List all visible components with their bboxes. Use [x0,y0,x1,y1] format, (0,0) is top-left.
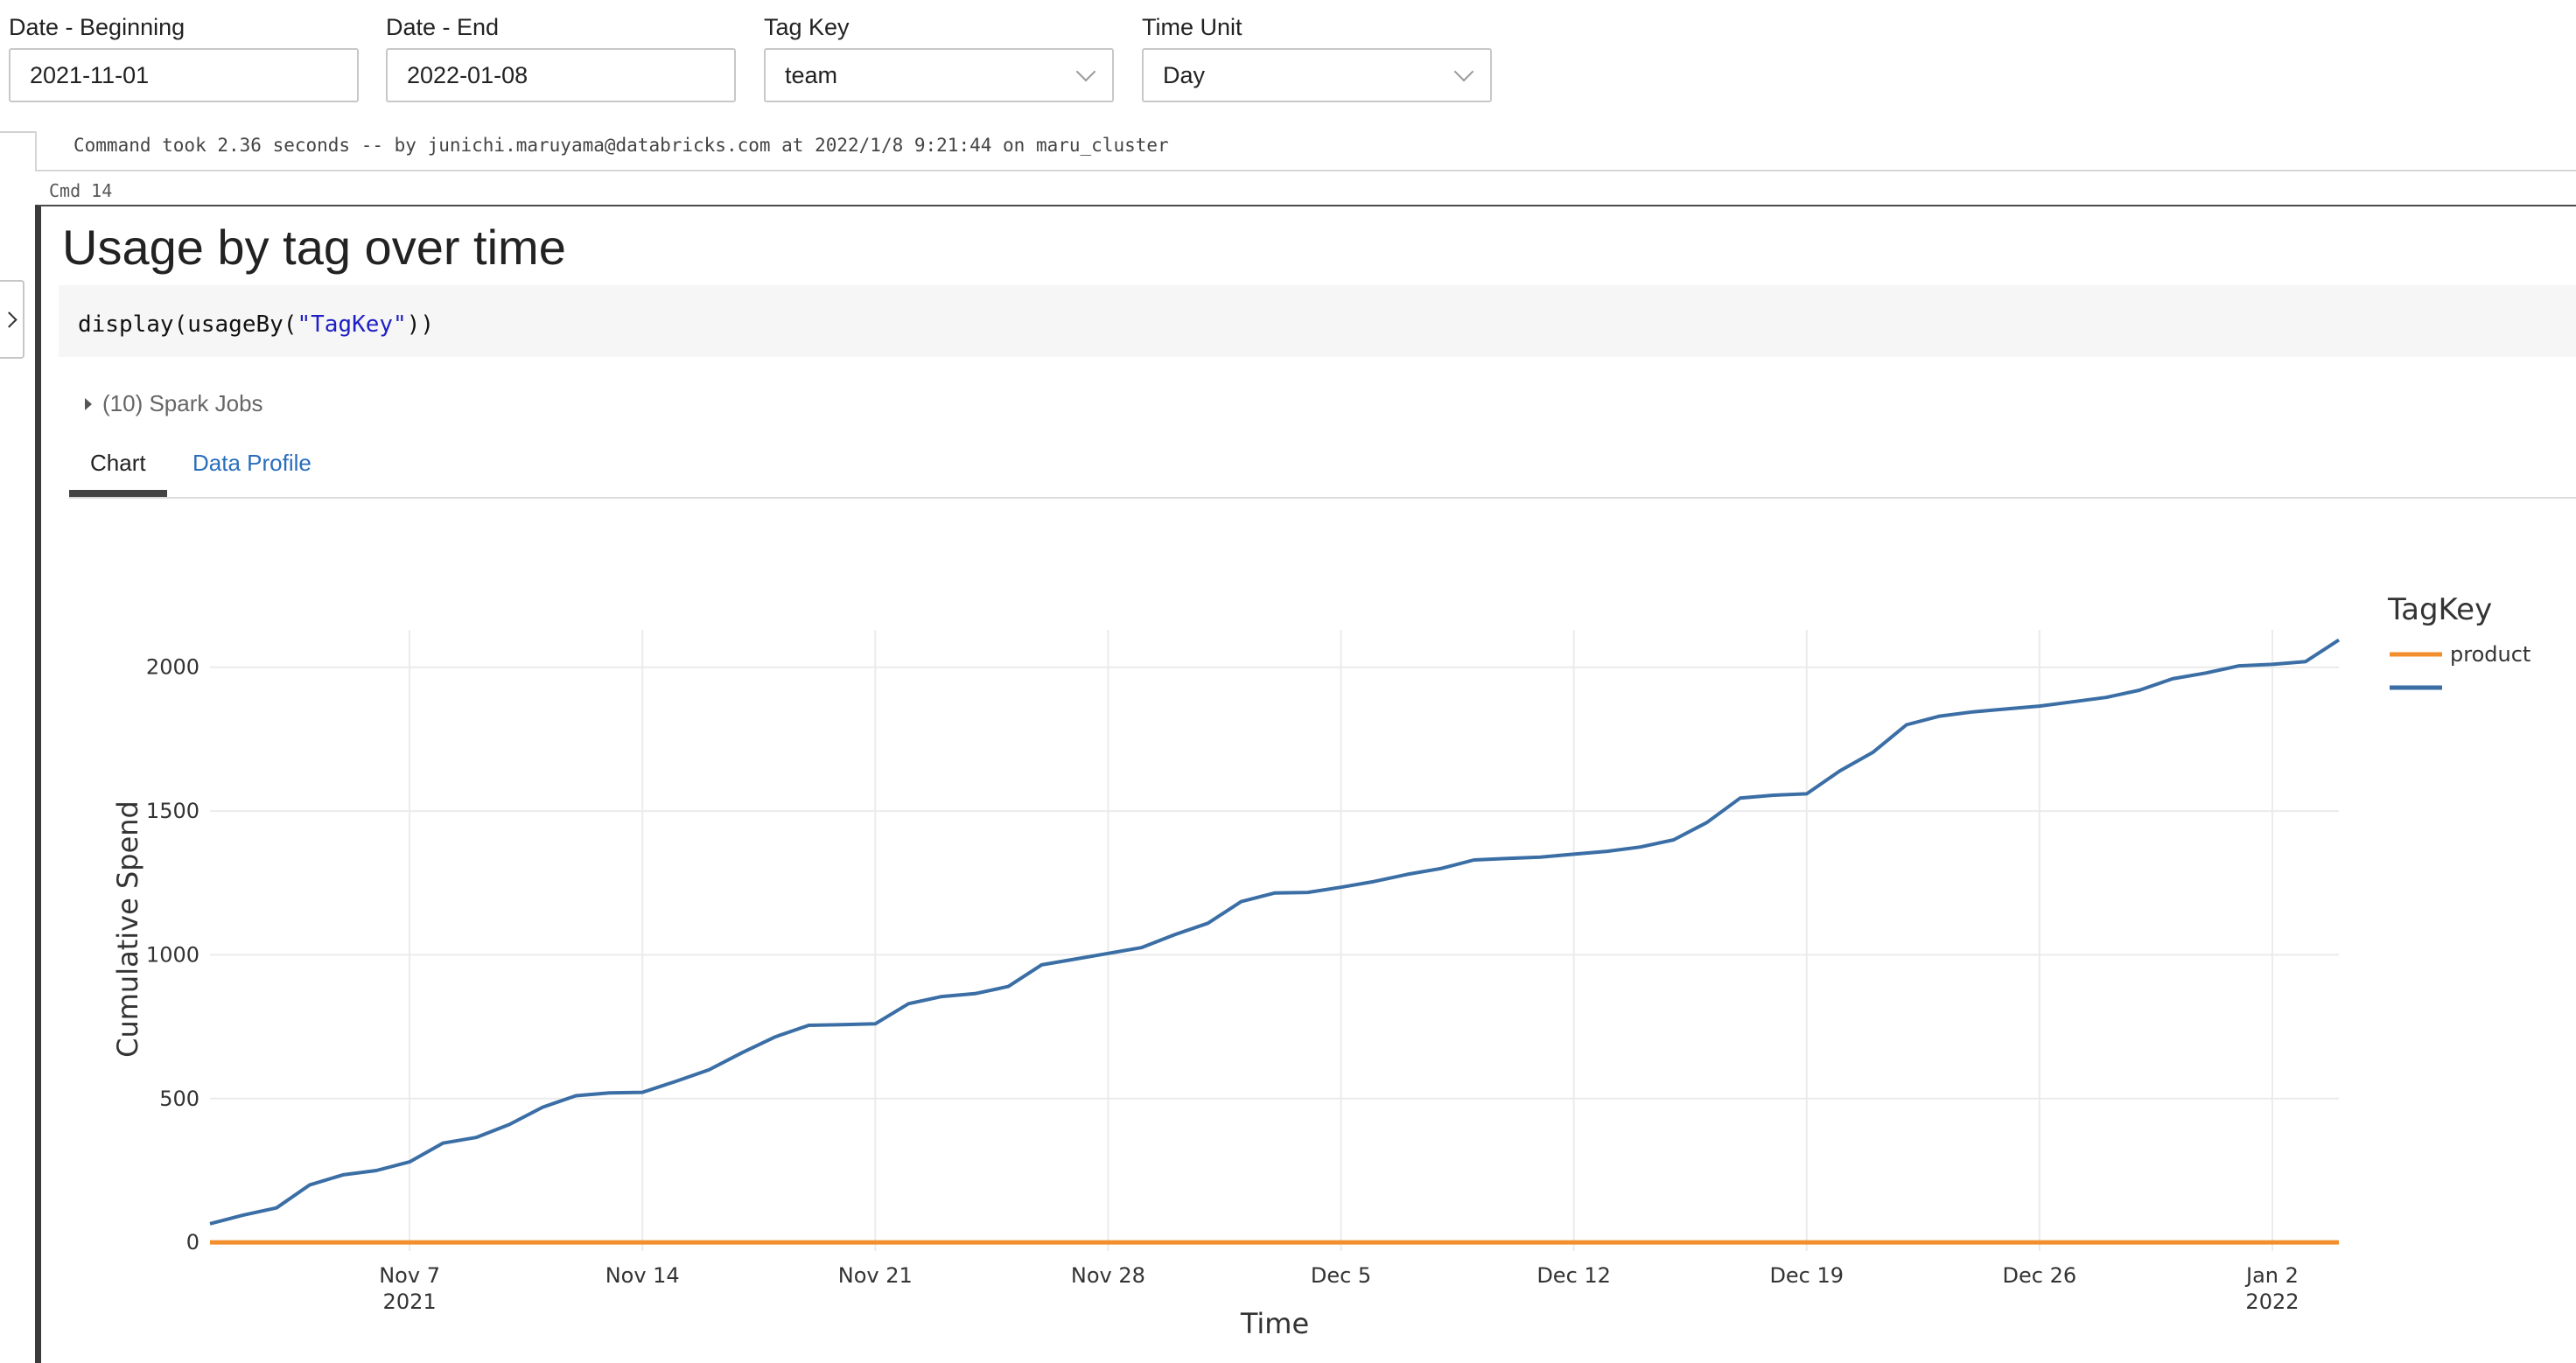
widget-value: team [785,61,838,88]
widget-label: Date - End [386,14,500,40]
widget-label: Tag Key [764,14,850,40]
cell-title: Usage by tag over time [62,220,566,275]
x-tick-label: Nov 14 [606,1263,680,1288]
tab-chart[interactable]: Chart [69,436,167,497]
spark-jobs-toggle[interactable]: (10) Spark Jobs [85,390,263,417]
x-tick-label: Nov 7 [379,1263,440,1288]
widget-time-unit: Time Unit Day [1142,14,1492,102]
x-tick-label: Nov 21 [838,1263,913,1288]
x-tick-label: Dec 19 [1769,1263,1844,1288]
widget-label: Time Unit [1142,14,1242,40]
widget-date-end: Date - End 2022-01-08 [386,14,736,102]
notebook-cell[interactable]: Usage by tag over time display(usageBy("… [35,205,2576,1363]
x-tick-sublabel: 2021 [383,1290,437,1314]
y-tick-label: 0 [186,1230,200,1255]
code-token: )) [406,311,434,338]
legend: TagKey product [2387,592,2530,690]
cmd-number: Cmd 14 [49,180,113,201]
date-end-input[interactable]: 2022-01-08 [386,48,736,102]
y-tick-label: 1000 [146,942,200,967]
spark-jobs-label: (10) Spark Jobs [102,390,263,416]
legend-label: product [2450,642,2530,667]
widget-value: 2022-01-08 [407,61,528,88]
widget-tag-key: Tag Key team [764,14,1114,102]
y-tick-label: 2000 [146,655,200,680]
tag-key-select[interactable]: team [764,48,1114,102]
widget-label: Date - Beginning [9,14,186,40]
widget-date-beginning: Date - Beginning 2021-11-01 [9,14,359,102]
y-tick-label: 1500 [146,799,200,823]
series [209,638,2341,1245]
code-token: display(usageBy( [78,311,298,338]
widget-bar: Date - Beginning 2021-11-01 Date - End 2… [0,0,2576,133]
series-line-unnamed[interactable] [209,638,2341,1226]
sidebar-expander[interactable] [0,280,24,359]
grid [210,630,2339,1251]
tab-label: Chart [90,450,146,476]
time-unit-select[interactable]: Day [1142,48,1492,102]
tab-label: Data Profile [192,450,312,476]
code-editor[interactable]: display(usageBy("TagKey")) [59,285,2576,357]
code-string-token: "TagKey" [297,311,407,338]
x-tick-label: Nov 28 [1071,1263,1145,1288]
y-axis: 0 500 1000 1500 2000 [146,655,200,1255]
tab-data-profile[interactable]: Data Profile [192,436,312,497]
y-axis-title: Cumulative Spend [111,800,144,1058]
legend-title: TagKey [2387,592,2492,627]
caret-right-icon [85,397,92,410]
x-tick-sublabel: 2022 [2245,1290,2299,1314]
command-output: Command took 2.36 seconds -- by junichi.… [35,131,2576,171]
date-beginning-input[interactable]: 2021-11-01 [9,48,359,102]
x-axis-title: Time [1240,1307,1309,1340]
x-tick-label: Jan 2 [2244,1263,2299,1288]
widget-value: Day [1163,61,1206,88]
x-tick-label: Dec 5 [1311,1263,1371,1288]
y-tick-label: 500 [159,1087,200,1111]
x-tick-label: Dec 12 [1536,1263,1611,1288]
result-tabs: Chart Data Profile [69,436,2576,499]
widget-value: 2021-11-01 [30,61,150,88]
x-tick-label: Dec 26 [2003,1263,2077,1288]
